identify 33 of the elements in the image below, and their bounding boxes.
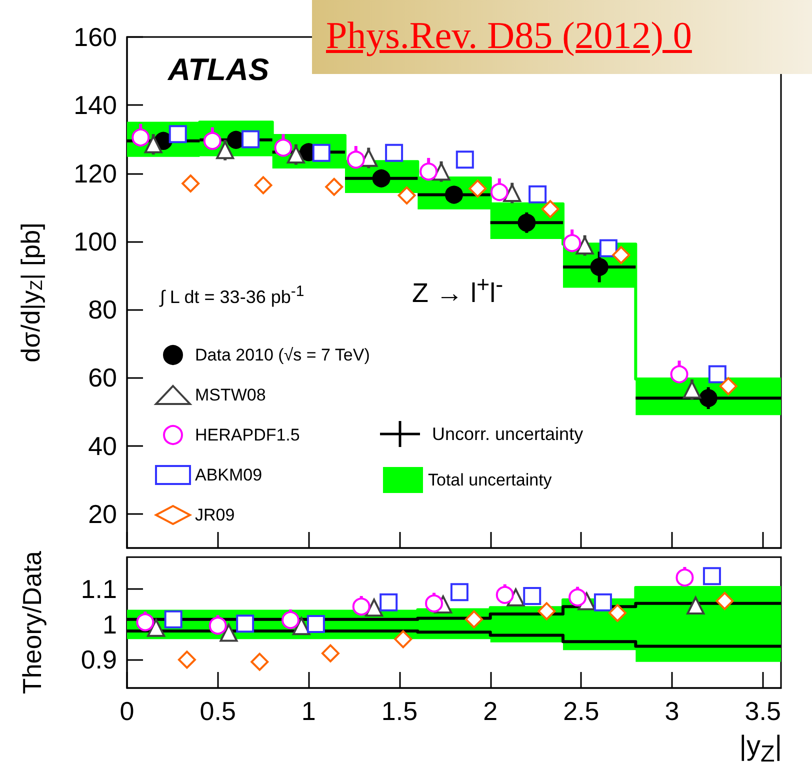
x-tick-label: 3.5 [744,696,781,726]
legend-label: Data 2010 (√s = 7 TeV) [195,346,370,364]
annotation: Z → l$^{+}$l$^{-}$ [412,272,504,309]
y-tick-label: 140 [74,90,117,120]
x-tick-label: 1 [301,696,316,726]
annotation: Uncorr. uncertainty [432,424,584,445]
y-tick-label: 100 [74,226,117,256]
legend-label: HERAPDF1.5 [195,426,300,444]
x-tick-label: 2 [483,696,498,726]
y-tick-label: 160 [74,22,117,52]
legend-label: Total uncertainty [428,470,552,490]
y-tick-label: 80 [88,294,117,325]
legend-label: ABKM09 [195,466,262,484]
y-tick-label: 1.1 [80,574,117,604]
x-tick-label: 3 [664,696,680,726]
annotation: Phys.Rev. D85 (2012) 0 [326,14,692,58]
y-tick-label: 60 [88,362,117,393]
legend-label: JR09 [195,506,235,524]
y-tick-label: 0.9 [80,644,117,675]
annotation: ATLAS [168,52,270,88]
x-axis-title: |y$_{Z}$| [739,730,782,768]
y-tick-label: 1 [102,609,117,640]
annotation: ∫ L dt = 33-36 pb$^{-1}$ [160,283,304,308]
y-axis-title: dσ/d|yZ| [pb] [16,222,46,362]
x-tick-label: 1.5 [381,696,418,726]
y-tick-label: 40 [88,430,117,461]
x-tick-label: 2.5 [563,696,600,726]
y-tick-label: 120 [74,158,117,188]
y-axis-title: Theory/Data [17,550,47,694]
x-tick-label: 0 [120,696,134,726]
x-tick-label: 0.5 [200,696,236,726]
y-tick-label: 20 [88,498,117,529]
legend-label: MSTW08 [195,386,266,404]
